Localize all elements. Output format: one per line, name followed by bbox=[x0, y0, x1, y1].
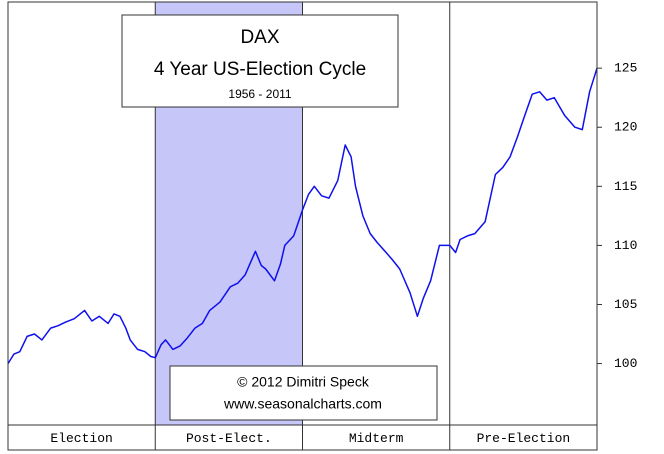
chart-title: DAX bbox=[240, 27, 279, 48]
phase-label: Post-Elect. bbox=[186, 431, 272, 446]
y-tick-label: 105 bbox=[614, 297, 637, 312]
credit: © 2012 Dimitri Speck bbox=[237, 374, 370, 390]
y-tick-label: 120 bbox=[614, 120, 637, 135]
y-tick-label: 110 bbox=[614, 238, 637, 253]
plot-frame bbox=[7, 1, 598, 451]
y-tick-label: 125 bbox=[614, 61, 637, 76]
chart-period: 1956 - 2011 bbox=[228, 87, 291, 101]
phase-label: Midterm bbox=[349, 431, 404, 446]
series-line bbox=[7, 67, 598, 364]
phase-label: Election bbox=[50, 431, 112, 446]
plot-marks bbox=[7, 67, 598, 364]
website: www.seasonalcharts.com bbox=[223, 396, 382, 412]
phase-label: Pre-Election bbox=[477, 431, 571, 446]
title-box bbox=[121, 14, 399, 108]
y-tick-label: 100 bbox=[614, 356, 637, 371]
chart-subtitle: 4 Year US-Election Cycle bbox=[154, 59, 366, 80]
credit-box bbox=[169, 365, 438, 421]
y-tick-label: 115 bbox=[614, 179, 637, 194]
